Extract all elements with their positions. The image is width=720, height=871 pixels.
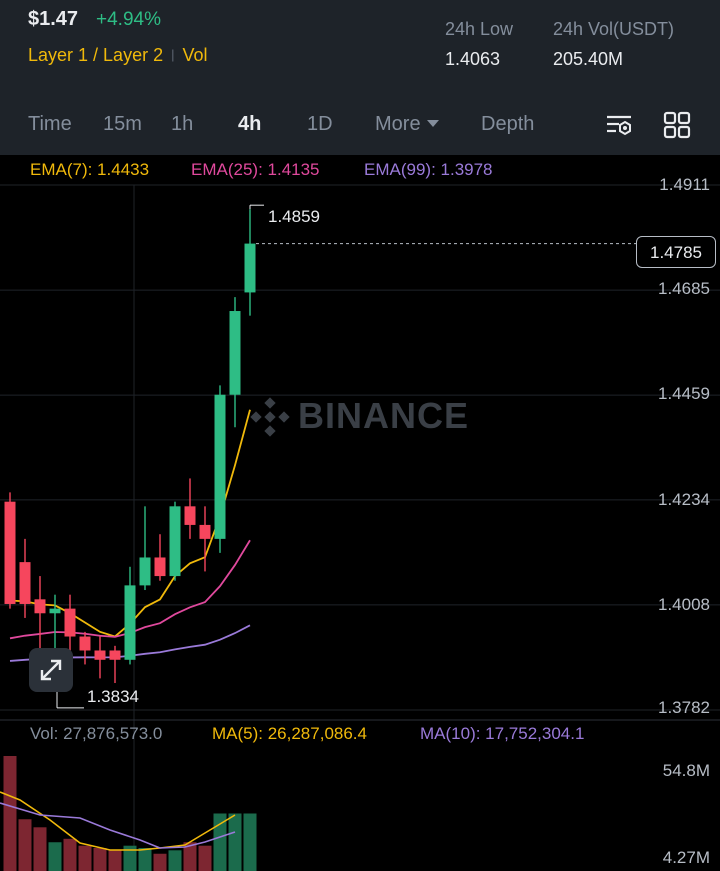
vol-value: 205.40M bbox=[553, 49, 624, 69]
volume-bar bbox=[78, 845, 92, 871]
candle-body bbox=[199, 524, 211, 539]
volume-bar bbox=[168, 850, 182, 871]
price-axis-label: 1.4911 bbox=[659, 175, 710, 194]
volume-bar bbox=[183, 842, 197, 871]
indicator-settings-icon[interactable] bbox=[604, 110, 634, 140]
tab-depth[interactable]: Depth bbox=[481, 113, 535, 135]
high-marker-label: 1.4859 bbox=[268, 207, 320, 226]
candle-body bbox=[169, 506, 181, 577]
expand-arrows-icon[interactable] bbox=[29, 648, 73, 692]
current-price-tag: 1.4785 bbox=[636, 236, 716, 268]
market-header: $1.47 +4.94% Layer 1 / Layer 2 | Vol 24h L… bbox=[0, 0, 720, 155]
ema99-label: EMA(99): 1.3978 bbox=[364, 160, 493, 179]
price-axis-label: 1.4685 bbox=[658, 279, 710, 298]
candles bbox=[4, 209, 256, 684]
candle-body bbox=[124, 585, 136, 660]
candle-body bbox=[109, 650, 121, 660]
price-axis-label: 1.4234 bbox=[658, 490, 710, 509]
ma10-label: MA(10): 17,752,304.1 bbox=[420, 724, 585, 743]
chart-grid bbox=[0, 184, 720, 871]
volume-bars bbox=[0, 756, 257, 871]
tab-more[interactable]: More bbox=[375, 113, 439, 136]
volume-bar bbox=[33, 827, 47, 871]
ma5-label: MA(5): 26,287,086.4 bbox=[212, 724, 367, 743]
volume-bar bbox=[198, 845, 212, 871]
binance-logo-icon bbox=[248, 395, 292, 439]
tab-time[interactable]: Time bbox=[28, 113, 72, 135]
binance-watermark: BINANCE bbox=[298, 395, 470, 436]
tab-1d[interactable]: 1D bbox=[307, 113, 333, 135]
candle-body bbox=[214, 394, 226, 539]
candle-body bbox=[229, 311, 241, 395]
volume-axis-bottom: 4.27M bbox=[662, 848, 710, 867]
volume-bar bbox=[153, 853, 167, 871]
price-axis-label: 1.3782 bbox=[658, 698, 710, 717]
tab-1h[interactable]: 1h bbox=[171, 113, 194, 135]
tab-more-label: More bbox=[375, 113, 421, 135]
ema7-label: EMA(7): 1.4433 bbox=[30, 160, 150, 179]
volume-bar bbox=[108, 850, 122, 871]
volume-bar bbox=[63, 838, 77, 871]
low-value: 1.4063 bbox=[445, 49, 501, 69]
candle-body bbox=[49, 608, 61, 614]
candle-body bbox=[184, 506, 196, 525]
price-change: +4.94% bbox=[96, 9, 161, 30]
candle-body bbox=[79, 636, 91, 651]
volume-ma10-line bbox=[0, 802, 236, 849]
candle-body bbox=[64, 608, 76, 637]
last-price: $1.47 bbox=[28, 8, 79, 30]
low-marker-label: 1.3834 bbox=[87, 687, 139, 706]
candle-body bbox=[4, 501, 16, 604]
candle-body bbox=[34, 599, 46, 614]
vol-label: 24h Vol(USDT) bbox=[553, 19, 675, 39]
tag-vol[interactable]: Vol bbox=[182, 45, 208, 65]
volume-bar bbox=[138, 848, 152, 871]
candle-body bbox=[154, 557, 166, 577]
volume-bar bbox=[48, 842, 62, 871]
volume-bar bbox=[243, 813, 257, 871]
volume-label: Vol: 27,876,573.0 bbox=[30, 724, 163, 743]
volume-ma5-line bbox=[0, 791, 236, 851]
volume-bar bbox=[123, 845, 137, 871]
caret-down-icon bbox=[426, 120, 439, 127]
volume-bar bbox=[228, 813, 242, 871]
ema25-label: EMA(25): 1.4135 bbox=[191, 160, 320, 179]
price-axis-label: 1.4008 bbox=[658, 595, 710, 614]
category-tags: Layer 1 / Layer 2 | Vol bbox=[28, 45, 208, 66]
price-markers bbox=[56, 204, 636, 709]
volume-bar bbox=[18, 819, 32, 871]
price-axis-label: 1.4459 bbox=[658, 384, 710, 403]
volume-bar bbox=[3, 756, 17, 871]
candle-body bbox=[94, 650, 106, 660]
grid-layout-icon[interactable] bbox=[662, 110, 692, 140]
tab-4h[interactable]: 4h bbox=[238, 113, 262, 135]
candle-body bbox=[244, 243, 256, 293]
volume-axis-top: 54.8M bbox=[662, 761, 710, 780]
low-label: 24h Low bbox=[445, 19, 514, 39]
volume-bar bbox=[93, 848, 107, 871]
candle-body bbox=[139, 557, 151, 586]
candle-body bbox=[19, 562, 31, 604]
tag-layer[interactable]: Layer 1 / Layer 2 bbox=[28, 45, 164, 65]
volume-bar bbox=[213, 813, 227, 871]
tag-separator: | bbox=[171, 47, 175, 62]
tab-15m[interactable]: 15m bbox=[103, 113, 142, 135]
